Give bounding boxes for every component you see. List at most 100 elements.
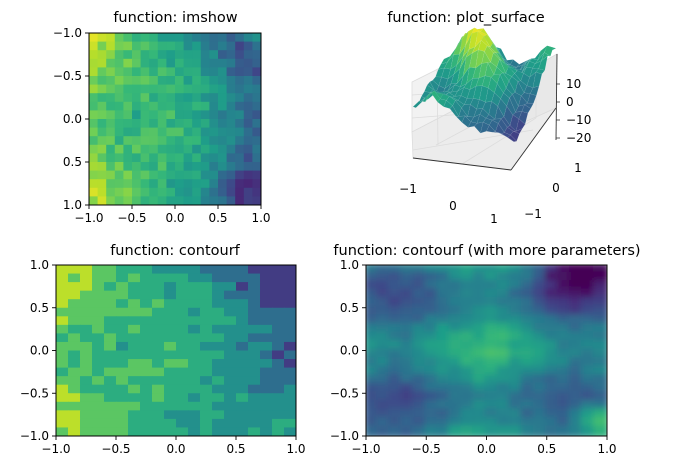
imshow-cell (192, 58, 202, 68)
imshow-cell (132, 76, 141, 85)
contourf-cell (224, 376, 237, 386)
imshow-cell (175, 67, 184, 77)
imshow-cell (209, 50, 219, 60)
imshow-cell (123, 67, 133, 77)
imshow-cell (243, 58, 253, 68)
imshow-cell (157, 76, 167, 85)
imshow-cell (183, 136, 193, 146)
imshow-cell (140, 110, 150, 120)
imshow-cell (235, 58, 245, 68)
imshow-cell (226, 170, 236, 180)
imshow-cell (183, 84, 193, 94)
imshow-cell (226, 110, 236, 120)
imshow-cell (157, 136, 167, 146)
contourf-cell (116, 367, 129, 377)
contourf-cell (272, 350, 285, 360)
contourf-cell (236, 359, 249, 369)
imshow-cell (192, 84, 202, 94)
imshow-cell (226, 196, 236, 206)
contourf-params-cell (436, 265, 453, 276)
imshow-cell (132, 170, 141, 180)
contourf-cell (164, 401, 177, 411)
contourf-cell (284, 290, 297, 300)
imshow-cell (157, 110, 167, 120)
contourf-cell (212, 350, 225, 360)
contourf-cell (164, 299, 177, 309)
imshow-cell (218, 144, 227, 154)
imshow-cell (132, 101, 141, 111)
imshow-cell (209, 119, 219, 128)
imshow-cell (243, 101, 253, 111)
contourf-params-cell (400, 425, 417, 436)
imshow-cell (106, 76, 116, 85)
contourf-cell (152, 376, 165, 386)
imshow-cell (192, 196, 202, 206)
imshow-cell (175, 162, 184, 171)
contourf-cell (56, 341, 69, 351)
imshow-cell (166, 110, 176, 120)
contourf-cell (164, 265, 177, 275)
contourf-cell (272, 410, 285, 420)
contourf-params-cell (472, 265, 489, 276)
contourf-params-cell (388, 425, 405, 436)
contourf-cell (176, 324, 189, 334)
contourf-cell (260, 333, 273, 343)
contourf-cell (140, 367, 153, 377)
contourf-params-cell (424, 265, 441, 276)
contourf-params-cell (412, 265, 429, 276)
imshow-cell (106, 67, 116, 77)
imshow-cell (132, 179, 141, 189)
imshow-cell (252, 76, 262, 85)
contourf-cell (188, 265, 201, 275)
imshow-cell (243, 170, 253, 180)
contourf-cell (128, 324, 141, 334)
contourf-cell (92, 401, 105, 411)
contourf-cell (164, 341, 177, 351)
contourf-cell (80, 427, 93, 437)
imshow-cell (252, 67, 262, 77)
imshow-cell (183, 41, 193, 51)
contourf-cell (272, 393, 285, 403)
imshow-cell (89, 41, 98, 51)
surface-facet (541, 52, 551, 62)
imshow-cell (114, 119, 124, 128)
imshow-cell (157, 58, 167, 68)
imshow-cell (252, 101, 262, 111)
imshow-cell (200, 58, 210, 68)
contourf-cell (68, 299, 81, 309)
imshow-cell (183, 50, 193, 60)
contourf-cell (68, 341, 81, 351)
contourf-x-tick-label: −1.0 (41, 442, 70, 456)
contourf-cell (284, 316, 297, 326)
contourf-cell (92, 307, 105, 317)
contourf-cell (152, 367, 165, 377)
imshow-cell (97, 187, 107, 197)
contourf-cell (152, 418, 165, 428)
imshow-cell (89, 136, 98, 146)
contourf-params-x-tick-label: −0.5 (412, 442, 441, 456)
imshow-cell (114, 50, 124, 60)
contourf-cell (272, 290, 285, 300)
imshow-cell (114, 179, 124, 189)
contourf-cell (56, 290, 69, 300)
contourf-cell (284, 359, 297, 369)
contourf-cell (200, 282, 213, 292)
imshow-cell (114, 33, 124, 42)
imshow-cell (97, 50, 107, 60)
contourf-cell (56, 307, 69, 317)
imshow-cell (209, 127, 219, 137)
contourf-cell (56, 333, 69, 343)
contourf-cell (56, 401, 69, 411)
imshow-cell (89, 153, 98, 163)
contourf-params-cell (568, 425, 585, 436)
imshow-x-ticks: −1.0 −0.5 0.0 0.5 1.0 (74, 205, 271, 225)
contourf-cell (104, 350, 117, 360)
imshow-cell (200, 50, 210, 60)
imshow-cell (183, 33, 193, 42)
contourf-cell (284, 307, 297, 317)
imshow-x-tick-label: 1.0 (251, 211, 270, 225)
imshow-cell (218, 110, 227, 120)
contourf-cell (188, 401, 201, 411)
imshow-y-ticks: −1.0 −0.5 0.0 0.5 1.0 (53, 26, 89, 212)
contourf-cell (224, 401, 237, 411)
